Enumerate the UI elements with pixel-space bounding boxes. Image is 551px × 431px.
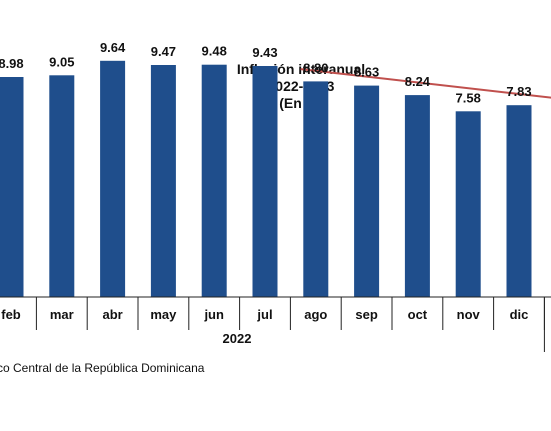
value-label-jul: 9.43	[252, 45, 277, 60]
category-label-abr: abr	[102, 307, 122, 322]
value-label-jun: 9.48	[202, 44, 227, 59]
category-label-dic: dic	[510, 307, 529, 322]
value-label-nov: 7.58	[456, 90, 481, 105]
bar-sep	[354, 85, 380, 297]
value-labels-group: 8.98 9.05 9.64 9.47 9.48 9.43 8.80 8.63 8.24 7.58…	[0, 40, 532, 106]
bar-oct	[404, 95, 430, 297]
category-label-may: may	[150, 307, 177, 322]
bar-may	[150, 65, 176, 297]
value-label-may: 9.47	[151, 44, 176, 59]
year-group-label: 2022	[223, 331, 252, 346]
bar-jul	[252, 66, 278, 297]
bars-group	[0, 60, 532, 298]
value-label-feb: 8.98	[0, 56, 24, 71]
axes-group	[0, 296, 551, 352]
bar-nov	[455, 111, 481, 297]
category-label-nov: nov	[457, 307, 481, 322]
category-label-feb: feb	[1, 307, 21, 322]
bar-mar	[49, 75, 75, 297]
bar-ago	[303, 81, 329, 298]
bar-jun	[201, 64, 227, 297]
trend-group	[300, 68, 551, 99]
trend-line	[300, 68, 551, 99]
value-label-abr: 9.64	[100, 40, 126, 55]
bar-abr	[100, 60, 126, 297]
category-label-jul: jul	[256, 307, 272, 322]
category-labels-group: feb mar abr may jun jul ago sep oct nov dic	[1, 307, 528, 322]
value-label-mar: 9.05	[49, 54, 74, 69]
category-label-mar: mar	[50, 307, 74, 322]
source-note: co Central de la República Dominicana	[0, 361, 205, 375]
bar-dic	[506, 105, 532, 297]
bar-feb	[0, 77, 24, 297]
value-label-dic: 7.83	[506, 84, 531, 99]
value-label-ago: 8.80	[303, 60, 328, 75]
category-label-jun: jun	[203, 307, 224, 322]
value-label-oct: 8.24	[405, 74, 431, 89]
value-label-sep: 8.63	[354, 65, 379, 80]
category-label-ago: ago	[304, 307, 327, 322]
category-label-oct: oct	[408, 307, 428, 322]
category-label-sep: sep	[355, 307, 377, 322]
